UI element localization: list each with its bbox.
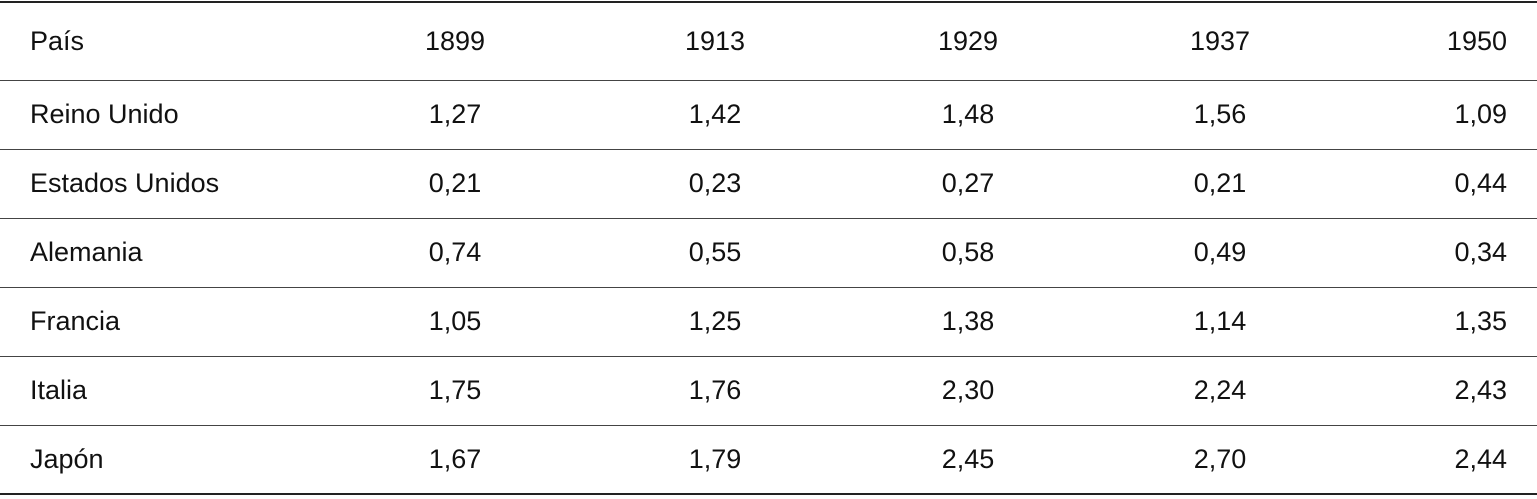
value-cell: 0,23: [688, 168, 742, 198]
value-cell: 2,30: [941, 375, 995, 405]
value-cell: 0,58: [941, 237, 995, 267]
header-cell: 1937: [1189, 25, 1251, 56]
header-cell: 1899: [424, 25, 486, 56]
value-cell: 1,42: [688, 99, 742, 129]
value-cell: 1,27: [428, 99, 482, 129]
value-cell: 2,44: [1454, 443, 1507, 474]
header-cell: País: [30, 25, 85, 56]
table-header: País 1899 1913 1929 1937 1950: [0, 2, 1537, 80]
value-cell: 1,38: [941, 306, 995, 336]
value-cell: 0,44: [1454, 168, 1507, 198]
value-cell: 1,35: [1454, 306, 1507, 336]
table-body: Reino Unido 1,27 1,42 1,48 1,56 1,09 Estados U…: [0, 80, 1537, 494]
table-row: Italia 1,75 1,76 2,30 2,24 2,43: [0, 356, 1537, 425]
value-cell: 0,34: [1454, 237, 1507, 267]
value-cell: 2,70: [1193, 443, 1247, 474]
value-cell: 0,27: [941, 168, 995, 198]
value-cell: 2,43: [1454, 375, 1507, 405]
country-cell: Japón: [30, 443, 104, 474]
value-cell: 1,79: [688, 443, 742, 474]
country-cell: Estados Unidos: [30, 168, 220, 198]
table-row: Reino Unido 1,27 1,42 1,48 1,56 1,09: [0, 80, 1537, 149]
value-cell: 1,25: [688, 306, 742, 336]
country-cell: Alemania: [30, 237, 143, 267]
value-cell: 0,21: [428, 168, 482, 198]
table-row: Alemania 0,74 0,55 0,58 0,49 0,34: [0, 218, 1537, 287]
header-cell: 1913: [684, 25, 746, 56]
value-cell: 1,05: [428, 306, 482, 336]
country-cell: Italia: [30, 375, 88, 405]
value-cell: 1,09: [1454, 99, 1507, 129]
table-row: Francia 1,05 1,25 1,38 1,14 1,35: [0, 287, 1537, 356]
country-cell: Francia: [30, 306, 121, 336]
value-cell: 0,55: [688, 237, 742, 267]
value-cell: 0,74: [428, 237, 482, 267]
header-cell: 1929: [937, 25, 999, 56]
header-cell: 1950: [1446, 25, 1507, 56]
value-cell: 1,56: [1193, 99, 1247, 129]
table-row: Estados Unidos 0,21 0,23 0,27 0,21 0,44: [0, 149, 1537, 218]
header-row: País 1899 1913 1929 1937 1950: [0, 2, 1537, 80]
value-cell: 1,75: [428, 375, 482, 405]
value-cell: 0,49: [1193, 237, 1247, 267]
table-row: Japón 1,67 1,79 2,45 2,70 2,44: [0, 425, 1537, 494]
value-cell: 1,48: [941, 99, 995, 129]
value-cell: 0,21: [1193, 168, 1247, 198]
value-cell: 1,67: [428, 443, 482, 474]
value-cell: 2,24: [1193, 375, 1247, 405]
value-cell: 2,45: [941, 443, 995, 474]
country-cell: Reino Unido: [30, 99, 179, 129]
value-cell: 1,76: [688, 375, 742, 405]
value-cell: 1,14: [1193, 306, 1247, 336]
